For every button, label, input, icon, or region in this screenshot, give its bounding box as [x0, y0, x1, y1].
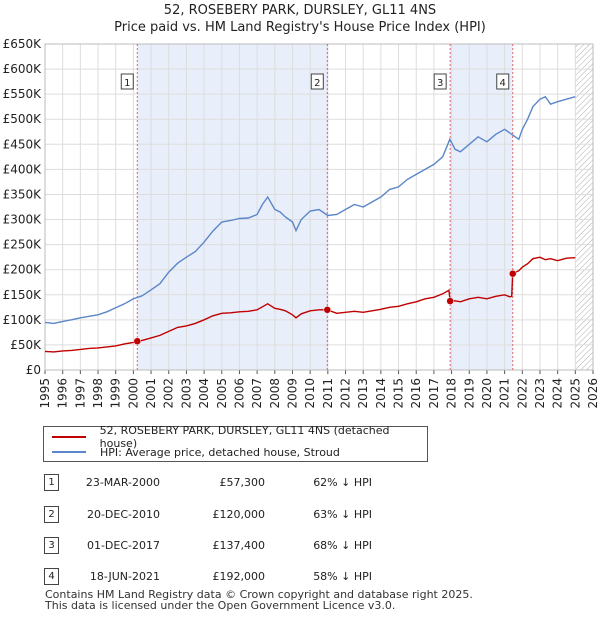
sale-label-box — [433, 73, 447, 90]
sale-point — [446, 297, 454, 305]
legend-swatch-hpi — [52, 451, 86, 453]
y-tick-label: £500K — [3, 112, 43, 126]
sale-label-box — [120, 73, 134, 90]
y-tick-label: £150K — [3, 288, 43, 302]
legend-swatch-property — [52, 436, 86, 438]
legend-item-hpi: HPI: Average price, detached house, Stro… — [52, 445, 340, 459]
row-hpi: 68% ↓ HPI — [313, 539, 372, 552]
y-tick-label: £400K — [3, 162, 43, 176]
sale-label-number: 1 — [124, 78, 130, 89]
row-date: 18-JUN-2021 — [89, 570, 160, 583]
row-price: £120,000 — [212, 508, 266, 521]
x-tick-label: 2025 — [568, 378, 582, 409]
x-tick-label: 2010 — [303, 378, 317, 409]
x-tick-label: 1997 — [73, 378, 87, 409]
table-row: 2 20-DEC-2010 £120,000 63% ↓ HPI — [0, 506, 600, 524]
y-tick-label: £300K — [3, 213, 43, 227]
x-tick-label: 2024 — [551, 378, 565, 409]
sale-label-number: 2 — [314, 78, 320, 89]
x-tick-label: 2020 — [480, 378, 494, 409]
y-tick-label: £250K — [3, 238, 43, 252]
legend-label-property: 52, ROSEBERY PARK, DURSLEY, GL11 4NS (de… — [99, 424, 390, 450]
x-tick-label: 2023 — [533, 378, 547, 409]
chart-title: 52, ROSEBERY PARK, DURSLEY, GL11 4NS — [163, 3, 437, 18]
row-price: £137,400 — [212, 539, 266, 552]
legend-label-hpi: HPI: Average price, detached house, Stro… — [100, 445, 340, 459]
x-tick-label: 2005 — [215, 378, 229, 409]
sale-point — [508, 269, 517, 278]
row-date: 23-MAR-2000 — [85, 476, 160, 489]
row-number: 4 — [44, 568, 59, 585]
shaded-period — [450, 44, 513, 370]
row-date: 01-DEC-2017 — [86, 539, 160, 552]
row-number: 3 — [44, 537, 59, 554]
sale-label-number: 3 — [437, 78, 443, 89]
x-tick-label: 2019 — [462, 378, 476, 409]
y-tick-label: £0 — [26, 363, 41, 377]
row-hpi: 63% ↓ HPI — [313, 508, 372, 521]
x-tick-label: 2017 — [427, 378, 441, 409]
row-hpi: 58% ↓ HPI — [313, 570, 372, 583]
row-price: £57,300 — [219, 476, 266, 489]
y-tick-label: £50K — [10, 338, 42, 352]
x-tick-label: 2022 — [515, 378, 529, 409]
y-tick-label: £450K — [3, 137, 43, 151]
y-tick-label: £100K — [3, 313, 43, 327]
y-tick-label: £350K — [3, 187, 43, 201]
x-tick-label: 2006 — [232, 378, 246, 409]
row-price: £192,000 — [212, 570, 266, 583]
footer-licence: This data is licensed under the Open Gov… — [45, 599, 396, 612]
price-chart: £0 £50K £100K £150K £200K £250K £300K £350K £400… — [3, 37, 600, 409]
x-tick-label: 2004 — [197, 378, 211, 409]
y-tick-label: £600K — [3, 62, 43, 76]
y-tick-label: £550K — [3, 87, 43, 101]
row-number: 2 — [44, 506, 59, 523]
x-tick-label: 1999 — [109, 378, 123, 409]
sale-label-box — [310, 73, 324, 90]
shaded-period — [137, 44, 328, 370]
x-tick-label: 2009 — [285, 378, 299, 409]
plot-border — [44, 43, 594, 371]
x-tick-label: 2007 — [250, 378, 264, 409]
x-tick-label: 2012 — [339, 378, 353, 409]
row-date: 20-DEC-2010 — [86, 508, 160, 521]
x-tick-label: 1996 — [56, 378, 70, 409]
x-tick-label: 2000 — [126, 378, 140, 409]
x-tick-label: 2016 — [409, 378, 423, 409]
x-tick-label: 2008 — [268, 378, 282, 409]
sale-label-number: 4 — [500, 78, 506, 89]
footer-copyright: Contains HM Land Registry data © Crown c… — [45, 588, 473, 601]
x-tick-label: 2015 — [392, 378, 406, 409]
x-tick-label: 1998 — [91, 378, 105, 409]
x-tick-label: 2026 — [586, 378, 600, 409]
x-tick-label: 1995 — [38, 378, 52, 409]
x-tick-label: 2013 — [356, 378, 370, 409]
footer: Contains HM Land Registry data © Crown c… — [45, 589, 473, 611]
hpi-series-line — [44, 95, 576, 325]
table-row: 1 23-MAR-2000 £57,300 62% ↓ HPI — [0, 474, 600, 492]
sale-point — [133, 337, 142, 346]
sale-label-box — [496, 73, 510, 90]
x-tick-label: 2003 — [179, 378, 193, 409]
row-hpi: 62% ↓ HPI — [313, 476, 372, 489]
x-tick-label: 2018 — [445, 378, 459, 409]
sale-point — [323, 306, 332, 314]
chart-subtitle: Price paid vs. HM Land Registry's House … — [114, 20, 486, 35]
table-row: 4 18-JUN-2021 £192,000 58% ↓ HPI — [0, 568, 600, 586]
table-row: 3 01-DEC-2017 £137,400 68% ↓ HPI — [0, 537, 600, 555]
x-tick-label: 2011 — [321, 378, 335, 409]
x-tick-label: 2014 — [374, 378, 388, 409]
x-tick-label: 2001 — [144, 378, 158, 409]
row-number: 1 — [44, 474, 59, 491]
x-tick-label: 2002 — [162, 378, 176, 409]
x-tick-label: 2021 — [498, 378, 512, 409]
legend-item-property: 52, ROSEBERY PARK, DURSLEY, GL11 4NS (de… — [52, 424, 427, 450]
y-tick-label: £650K — [3, 37, 43, 51]
legend: 52, ROSEBERY PARK, DURSLEY, GL11 4NS (de… — [43, 424, 428, 462]
forecast-hatch — [575, 44, 593, 370]
y-tick-label: £200K — [3, 263, 43, 277]
